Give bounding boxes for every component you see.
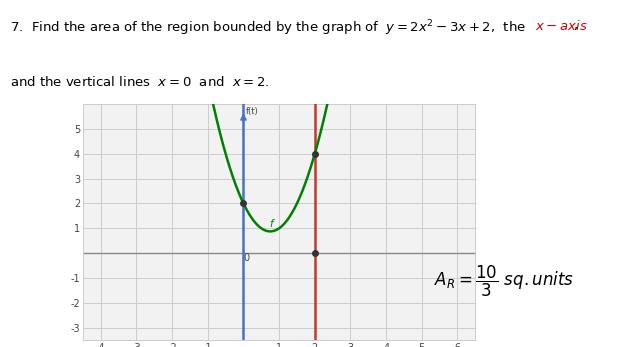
Text: 7.  Find the area of the region bounded by the graph of  $y=2x^2-3x+2$,  the: 7. Find the area of the region bounded b… [10,19,526,38]
Text: and the vertical lines  $x=0$  and  $x=2$.: and the vertical lines $x=0$ and $x=2$. [10,75,269,89]
Text: f: f [269,219,273,229]
Text: f(t): f(t) [246,107,259,116]
Text: 0: 0 [244,253,249,263]
Text: $x-axis$: $x-axis$ [535,19,588,33]
Text: ,: , [573,19,577,32]
Text: $\mathit{A_R} = \dfrac{10}{3}\ \mathit{sq.units}$: $\mathit{A_R} = \dfrac{10}{3}\ \mathit{s… [434,264,574,299]
